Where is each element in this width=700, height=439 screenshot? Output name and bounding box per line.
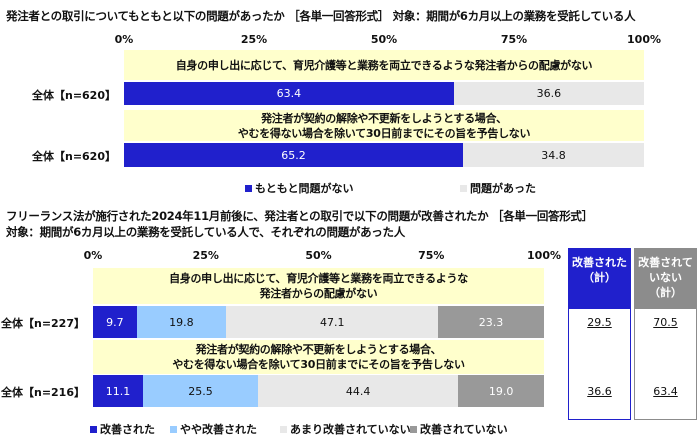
legend-label: 改善された xyxy=(100,423,155,436)
row-label: 全体【n=227】 xyxy=(0,317,85,330)
chart-title: 発注者との取引についてもともと以下の問題があったか ［各単一回答形式］ 対象：期… xyxy=(6,9,636,23)
legend-swatch xyxy=(460,184,467,192)
bar-segment-1: 63.4 xyxy=(124,82,454,105)
legend-label: 改善されていない xyxy=(420,423,508,436)
legend-label: 問題があった xyxy=(470,182,536,195)
legend-label: あまり改善されていない xyxy=(290,423,411,436)
legend-swatch xyxy=(280,425,287,433)
bar-segment-4: 23.3 xyxy=(438,306,544,338)
bar-segment-1: 9.7 xyxy=(93,306,137,338)
axis-tick-label: 25% xyxy=(192,249,219,262)
row-label: 全体【n=216】 xyxy=(0,386,85,399)
chart-title: フリーランス法が施行された2024年11月前後に、発注者との取引で以下の問題が改… xyxy=(6,209,593,223)
bar-segment-3: 44.4 xyxy=(258,375,459,407)
bar-segment-1: 11.1 xyxy=(93,375,144,407)
question-label: 自身の申し出に応じて、育児介護等と業務を両立できるような発注者からの配慮がない xyxy=(124,50,644,80)
question-label: 自身の申し出に応じて、育児介護等と業務を両立できるような発注者からの配慮がない xyxy=(93,268,544,304)
summary-value: 29.5 xyxy=(587,316,612,329)
question-label: 発注者が契約の解除や不更新をしようとする場合、 やむを得ない場合を除いて30日前ま… xyxy=(93,340,544,374)
axis-tick-label: 50% xyxy=(370,33,398,46)
summary-column-not-improved: 改善されて いない （計） 70.5 63.4 xyxy=(634,248,697,420)
legend-swatch xyxy=(410,425,417,433)
bar-segment-3: 47.1 xyxy=(226,306,439,338)
question-label: 発注者が契約の解除や不更新をしようとする場合、 やむを得ない場合を除いて30日前ま… xyxy=(124,110,644,141)
summary-header: 改善された （計） xyxy=(569,249,630,309)
axis-tick-label: 100% xyxy=(627,33,661,46)
legend-swatch xyxy=(90,425,97,433)
bar-segment-2: 34.8 xyxy=(463,143,644,167)
summary-value: 36.6 xyxy=(587,385,612,398)
axis-tick-label: 50% xyxy=(305,249,332,262)
axis-tick-label: 100% xyxy=(527,249,561,262)
summary-value: 70.5 xyxy=(653,316,678,329)
legend-item: 改善された xyxy=(90,421,155,437)
legend-swatch xyxy=(170,425,177,433)
bar-segment-1: 65.2 xyxy=(124,143,464,167)
axis-tick-label: 25% xyxy=(240,33,268,46)
row-label: 全体【n=620】 xyxy=(31,88,116,102)
axis-tick-label: 0% xyxy=(83,249,103,262)
legend-item: あまり改善されていない xyxy=(280,421,411,437)
legend-label: やや改善された xyxy=(180,423,257,436)
summary-column-improved: 改善された （計） 29.5 36.6 xyxy=(568,248,631,420)
axis-tick-label: 75% xyxy=(500,33,528,46)
row-label: 全体【n=620】 xyxy=(31,150,116,163)
legend-item: 改善されていない xyxy=(410,421,508,437)
legend-swatch xyxy=(245,184,252,192)
bar-segment-2: 25.5 xyxy=(143,375,259,407)
chart-subtitle: 対象：期間が6カ月以上の業務を受託している人で、それぞれの問題があった人 xyxy=(6,225,405,239)
legend-item: 問題があった xyxy=(460,180,536,196)
legend-label: もともと問題がない xyxy=(255,182,354,195)
axis-tick-label: 75% xyxy=(418,249,445,262)
legend-item: やや改善された xyxy=(170,421,257,437)
bar-segment-2: 19.8 xyxy=(136,306,227,338)
bar-segment-2: 36.6 xyxy=(453,82,644,105)
summary-header: 改善されて いない （計） xyxy=(635,249,696,309)
summary-value: 63.4 xyxy=(653,385,678,398)
axis-tick-label: 0% xyxy=(114,33,134,46)
legend-item: もともと問題がない xyxy=(245,180,354,196)
bar-segment-4: 19.0 xyxy=(458,375,544,407)
